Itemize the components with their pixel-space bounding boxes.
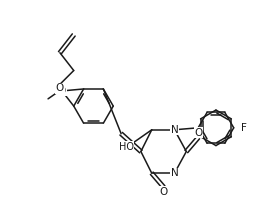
Text: O: O: [194, 128, 202, 138]
Text: O: O: [58, 86, 66, 96]
Text: O: O: [56, 83, 64, 93]
Text: O: O: [159, 187, 168, 197]
Text: F: F: [241, 123, 247, 133]
Text: N: N: [171, 125, 178, 135]
Text: HO: HO: [119, 142, 134, 152]
Text: N: N: [171, 168, 178, 178]
